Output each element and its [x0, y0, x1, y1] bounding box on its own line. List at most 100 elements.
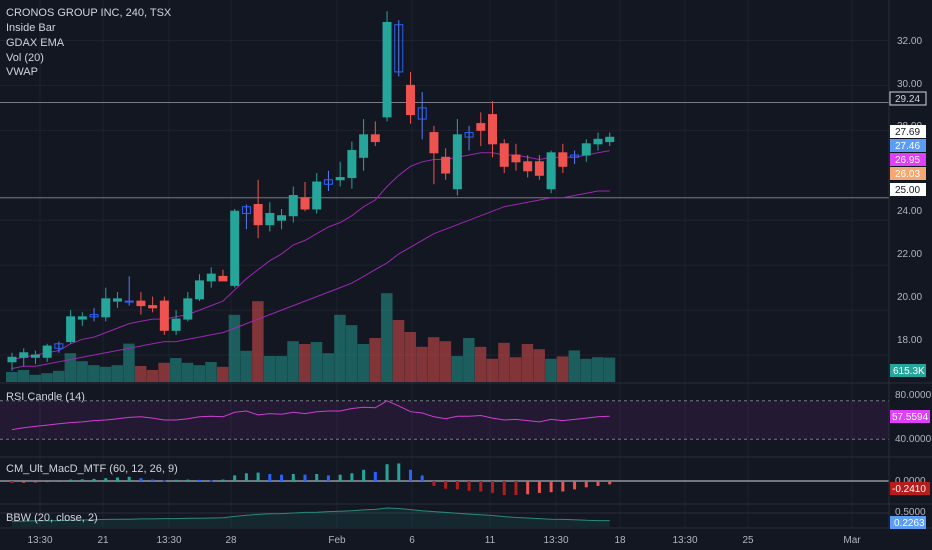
indicator-label-volume[interactable]: Vol (20)	[6, 52, 44, 64]
candle	[19, 348, 29, 367]
volume-bar	[498, 342, 510, 382]
candle	[277, 208, 287, 230]
horizontal-levels[interactable]	[0, 101, 889, 199]
volume-bar	[486, 358, 499, 382]
symbol-title[interactable]: CRONOS GROUP INC, 240, TSX	[6, 7, 172, 19]
macd-bar	[608, 481, 612, 485]
volume-bar	[509, 357, 522, 382]
candle-body	[394, 24, 404, 73]
candle-body	[546, 152, 556, 190]
macd-bar	[362, 469, 366, 481]
candle	[288, 186, 298, 223]
macd-bar	[467, 481, 471, 491]
macd-bar	[209, 480, 213, 482]
bbw-title[interactable]: BBW (20, close, 2)	[6, 512, 98, 524]
badge-line-low: 25.00	[890, 183, 926, 196]
ema-fast-line	[11, 150, 610, 360]
bbw-pane	[0, 507, 889, 527]
macd-bar	[57, 481, 61, 482]
svg-text:57.5594: 57.5594	[892, 412, 929, 423]
macd-bar	[10, 481, 14, 484]
candle	[7, 352, 17, 371]
candle-body	[323, 179, 333, 185]
bbw-line	[11, 507, 610, 522]
candle	[335, 161, 345, 187]
svg-text:26.03: 26.03	[895, 169, 920, 180]
candle	[183, 292, 193, 322]
candle-body	[77, 316, 87, 320]
candle-body	[241, 206, 251, 214]
candle-body	[159, 300, 169, 331]
volume-bars	[6, 293, 616, 382]
macd-bar	[573, 481, 577, 490]
candle-body	[19, 352, 29, 358]
volume-bar	[17, 370, 30, 382]
indicator-label-vwap[interactable]: VWAP	[6, 66, 38, 78]
volume-bar	[568, 350, 581, 382]
candle-body	[464, 132, 474, 138]
volume-bar	[76, 361, 88, 382]
macd-bar	[221, 479, 225, 481]
candle-body	[593, 138, 603, 145]
candle-body	[441, 156, 451, 174]
candle	[253, 179, 263, 239]
volume-bar	[228, 314, 241, 382]
svg-text:26.95: 26.95	[895, 155, 920, 166]
candle-body	[148, 305, 158, 309]
badge-last-price: 27.69	[890, 125, 926, 138]
candle-body	[511, 154, 521, 163]
bbw-tick: 0.5000	[895, 507, 926, 518]
macd-bar	[92, 478, 96, 481]
candle	[558, 143, 568, 174]
candle	[570, 150, 580, 165]
candles[interactable]	[7, 11, 615, 371]
volume-bar	[64, 353, 77, 382]
indicator-label-inside-bar[interactable]: Inside Bar	[6, 22, 56, 34]
candle-body	[42, 345, 52, 358]
macd-bar	[455, 481, 459, 490]
candle-body	[370, 134, 380, 143]
macd-bar	[373, 471, 377, 481]
macd-bar	[104, 478, 108, 481]
volume-bar	[146, 370, 159, 382]
macd-bar	[596, 481, 600, 486]
badge-ema-mid: 26.95	[890, 153, 926, 166]
volume-bar	[404, 332, 416, 382]
volume-bar	[556, 356, 569, 382]
macd-title[interactable]: CM_Ult_MacD_MTF (60, 12, 26, 9)	[6, 463, 178, 475]
candle	[347, 141, 357, 189]
rsi-title[interactable]: RSI Candle (14)	[6, 391, 85, 403]
macd-pane	[0, 463, 889, 495]
candle-body	[54, 343, 64, 349]
macd-bar	[444, 481, 448, 489]
candle-body	[417, 107, 427, 120]
time-label: Mar	[843, 535, 861, 546]
candle	[429, 125, 439, 185]
macd-bar	[69, 479, 73, 481]
volume-bar	[310, 342, 323, 382]
time-label: 28	[225, 535, 237, 546]
indicator-label-gdax-ema[interactable]: GDAX EMA	[6, 37, 65, 49]
rsi-band	[0, 400, 889, 440]
volume-bar	[52, 370, 65, 382]
candle	[101, 287, 111, 322]
badge-volume: 615.3K	[890, 364, 926, 377]
candle	[124, 276, 134, 306]
volume-bar	[322, 353, 334, 382]
volume-bar	[603, 357, 616, 382]
candle	[42, 343, 52, 362]
volume-bar	[299, 344, 311, 382]
volume-bar	[439, 341, 452, 382]
candle-body	[581, 143, 591, 156]
volume-bar	[6, 372, 18, 382]
candle-body	[7, 356, 17, 363]
macd-bar	[139, 478, 143, 481]
time-axis[interactable]: 13:30 21 13:30 28 Feb 6 11 13:30 18 13:3…	[27, 535, 861, 546]
badge-rsi: 57.5594	[890, 410, 930, 423]
volume-bar	[193, 365, 206, 382]
price-tick: 32.00	[897, 36, 922, 47]
time-label: 6	[409, 535, 415, 546]
time-label: 21	[97, 535, 109, 546]
